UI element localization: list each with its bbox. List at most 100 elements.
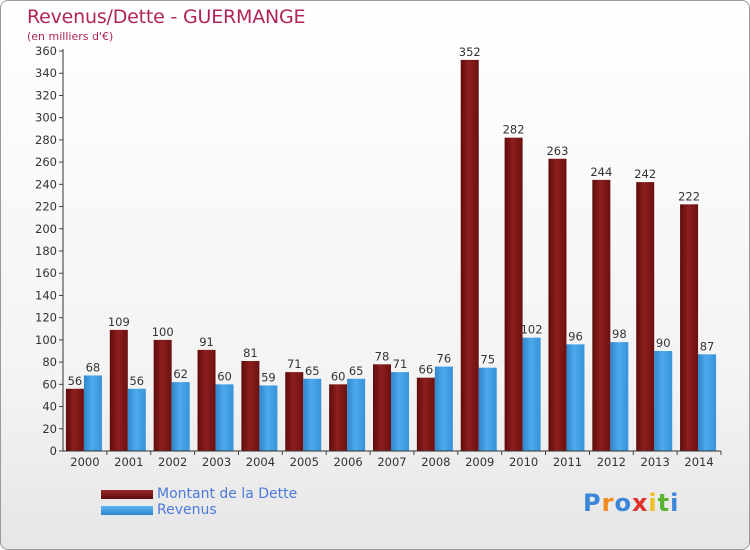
y-tick-label: 320 [35,88,57,102]
x-tick-label: 2008 [421,455,450,469]
x-tick-label: 2014 [684,455,713,469]
bar-debt [680,204,699,451]
x-tick-label: 2007 [377,455,406,469]
bar-revenue [610,342,629,451]
logo-letter: i [670,489,680,517]
logo-letter: t [657,489,671,517]
data-label-debt: 352 [459,45,481,59]
bar-debt [285,372,304,451]
y-tick-label: 40 [42,400,57,414]
data-label-revenue: 76 [437,352,452,366]
bar-debt [504,137,523,451]
x-tick-label: 2011 [553,455,582,469]
x-tick-label: 2001 [114,455,143,469]
data-label-revenue: 65 [349,364,364,378]
y-tick-label: 100 [35,333,57,347]
y-tick-label: 120 [35,311,57,325]
data-label-revenue: 98 [612,327,627,341]
bar-revenue [478,367,497,451]
x-tick-label: 2000 [70,455,99,469]
bar-revenue [522,337,541,451]
bar-revenue [654,351,673,451]
data-label-debt: 91 [199,335,214,349]
y-tick-label: 80 [42,355,57,369]
y-tick-label: 0 [50,444,57,458]
bar-debt [109,329,128,451]
proxiti-logo: Proxiti [583,489,679,517]
chart-title: Revenus/Dette - GUERMANGE [27,6,306,28]
data-label-revenue: 102 [521,323,543,337]
data-label-revenue: 90 [656,336,671,350]
data-label-revenue: 75 [480,353,495,367]
bar-debt [329,384,348,451]
y-tick-label: 360 [35,44,57,58]
bar-revenue [434,366,453,451]
y-tick-label: 20 [42,422,57,436]
bar-revenue [127,388,146,451]
bar-revenue [259,385,278,451]
bar-debt [636,182,655,451]
logo-letter: i [648,489,658,517]
y-tick-label: 60 [42,377,57,391]
legend-label-debt: Montant de la Dette [157,486,298,502]
logo-letter: r [601,489,615,517]
y-tick-label: 280 [35,133,57,147]
legend-label-revenue: Revenus [157,502,217,518]
y-tick-label: 180 [35,244,57,258]
y-tick-label: 300 [35,111,57,125]
data-label-debt: 244 [590,165,612,179]
logo-letter: P [583,489,602,517]
legend-swatch-revenue [101,506,153,515]
data-label-revenue: 71 [393,357,408,371]
bar-debt [373,364,391,451]
bar-debt [241,361,260,451]
x-tick-label: 2005 [290,455,319,469]
data-label-debt: 242 [634,167,656,181]
bar-revenue [347,378,366,451]
bar-debt [592,179,611,451]
data-label-debt: 60 [331,369,346,383]
data-label-revenue: 56 [129,374,144,388]
data-label-debt: 66 [419,363,434,377]
y-tick-label: 220 [35,200,57,214]
x-tick-label: 2006 [333,455,362,469]
x-tick-label: 2012 [597,455,626,469]
data-label-debt: 56 [68,374,83,388]
data-label-revenue: 65 [305,364,320,378]
bar-debt [416,377,435,451]
bar-revenue [171,382,190,451]
bar-debt [460,59,479,452]
data-label-revenue: 68 [86,360,101,374]
y-tick-label: 260 [35,155,57,169]
bar-revenue [391,372,409,451]
x-tick-label: 2004 [246,455,275,469]
data-label-debt: 81 [243,346,258,360]
data-label-revenue: 87 [700,339,715,353]
x-tick-label: 2002 [158,455,187,469]
bar-debt [197,349,216,451]
bar-debt [65,388,84,451]
y-tick-label: 140 [35,288,57,302]
data-label-revenue: 96 [568,329,583,343]
bar-revenue [698,354,717,451]
y-tick-label: 240 [35,177,57,191]
data-label-debt: 100 [152,325,174,339]
y-tick-label: 340 [35,66,57,80]
logo-letter: x [631,489,649,517]
x-tick-label: 2009 [465,455,494,469]
data-label-revenue: 59 [261,370,276,384]
bar-debt [153,339,172,451]
bar-debt [548,158,567,451]
data-label-revenue: 62 [173,367,188,381]
data-label-debt: 222 [678,189,700,203]
y-tick-label: 160 [35,266,57,280]
bar-revenue [215,384,234,451]
logo-letter: o [614,489,632,517]
data-label-debt: 71 [287,357,302,371]
x-tick-label: 2013 [641,455,670,469]
data-label-debt: 263 [546,144,568,158]
legend-swatch-debt [101,490,153,499]
x-tick-label: 2003 [202,455,231,469]
